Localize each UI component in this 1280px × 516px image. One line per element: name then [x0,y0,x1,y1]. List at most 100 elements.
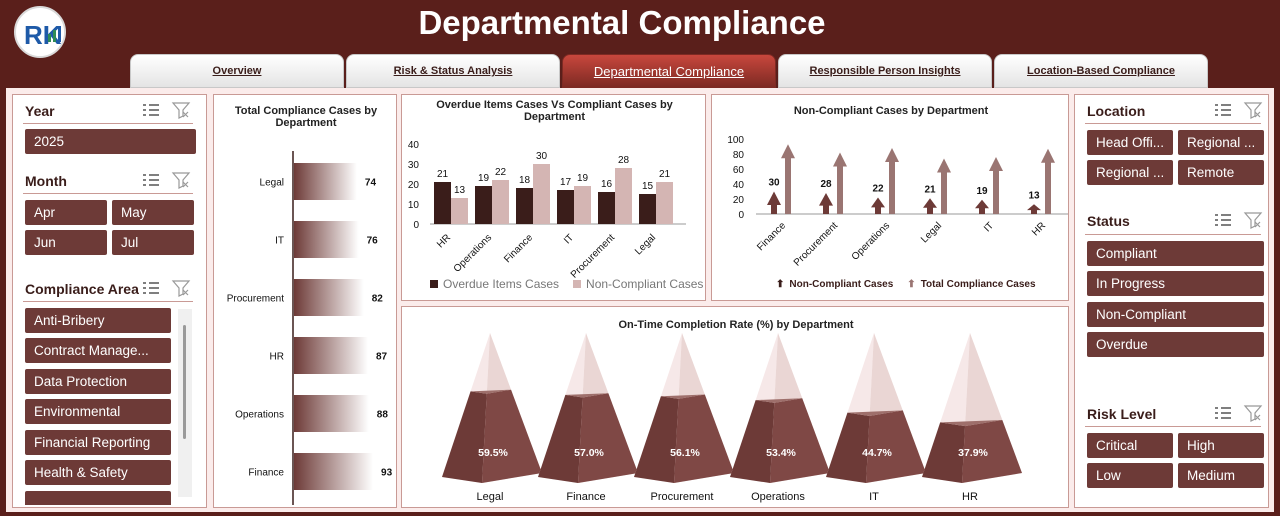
bar [434,182,451,224]
location-item-regional-1[interactable]: Regional ... [1178,130,1264,155]
pyramid-fill-right [674,394,734,483]
pyramid-fill-right [962,419,1022,483]
clear-filter-icon[interactable] [1243,101,1263,119]
pyramid-fill-left [826,412,870,483]
arrow-bar [1041,148,1055,214]
area-item-contract-management[interactable]: Contract Manage... [25,338,171,363]
status-slicer-title: Status [1087,213,1130,229]
bar [557,190,574,224]
month-item-may[interactable]: May [112,200,194,225]
area-item-more[interactable] [25,491,171,505]
chart-title: Overdue Items Cases Vs Compliant Cases b… [436,99,673,123]
data-label: 13 [1028,190,1040,201]
data-label: 44.7% [862,447,892,459]
pyramid-fill-right [482,389,542,483]
chart-legend: ⬆ Non-Compliant Cases ⬆ Total Compliance… [776,279,1036,290]
company-logo: RK [14,6,66,58]
arrow-bar [989,157,1003,214]
category-label: IT [562,232,576,246]
location-item-regional-2[interactable]: Regional ... [1087,160,1173,185]
bar [294,395,369,432]
bar [533,164,550,224]
bar [656,182,673,224]
multi-select-icon[interactable] [1213,101,1233,119]
month-item-jun[interactable]: Jun [25,230,107,255]
status-item-in-progress[interactable]: In Progress [1087,271,1264,296]
bar [294,453,374,490]
legend-label: Total Compliance Cases [920,279,1036,290]
location-slicer-title: Location [1087,103,1146,119]
year-slicer-tools [141,101,191,119]
risk-item-high[interactable]: High [1178,433,1264,458]
multi-select-icon[interactable] [1213,404,1233,422]
data-label: 21 [437,169,449,180]
month-item-jul[interactable]: Jul [112,230,194,255]
location-item-remote[interactable]: Remote [1178,160,1264,185]
data-label: 30 [536,151,548,162]
month-item-apr[interactable]: Apr [25,200,107,225]
arrow-bar [819,193,833,214]
risk-item-critical[interactable]: Critical [1087,433,1173,458]
y-tick-label: 80 [733,150,745,161]
compliance-area-scrollbar[interactable] [178,309,192,497]
clear-filter-icon[interactable] [1243,404,1263,422]
tab-responsible-person-insights[interactable]: Responsible Person Insights [778,54,992,88]
total-cases-bar-chart: Legal 74 IT 76 Procurement 82 HR 87 Operations 88… [227,151,393,505]
category-label: Legal [633,232,658,257]
area-item-data-protection[interactable]: Data Protection [25,369,171,394]
legend-swatch [573,280,582,288]
data-label: 87 [376,352,388,363]
multi-select-icon[interactable] [1213,211,1233,229]
scrollbar-thumb[interactable] [183,325,186,439]
status-item-non-compliant[interactable]: Non-Compliant [1087,302,1264,327]
divider [1085,123,1261,124]
status-item-compliant[interactable]: Compliant [1087,241,1264,266]
year-item-2025[interactable]: 2025 [25,129,196,154]
risk-item-medium[interactable]: Medium [1178,463,1264,488]
area-item-health-safety[interactable]: Health & Safety [25,460,171,485]
dashboard-body: Year 2025 Month Apr May Jun Jul Complian… [6,88,1274,512]
data-label: 56.1% [670,447,700,459]
bar [516,188,533,224]
multi-select-icon[interactable] [141,171,161,189]
tab-location-based-compliance[interactable]: Location-Based Compliance [994,54,1208,88]
clear-filter-icon[interactable] [171,101,191,119]
category-label: HR [435,232,453,250]
chart-title: Non-Compliant Cases by Department [793,105,989,117]
category-label: Legal [260,178,284,189]
category-label: Procurement [792,220,840,268]
arrow-bar [937,158,951,214]
bar [294,221,359,258]
tab-risk-status-analysis[interactable]: Risk & Status Analysis [346,54,560,88]
risk-item-low[interactable]: Low [1087,463,1173,488]
location-slicer-tools [1213,101,1263,119]
category-label: IT [869,491,879,503]
arrow-up-icon: ⬆ [907,279,916,290]
pyramid-fill-right [578,393,638,483]
compliance-area-slicer-tools [141,279,191,297]
pyramid-fill-top [755,398,803,403]
status-item-overdue[interactable]: Overdue [1087,332,1264,357]
category-label: Operations [452,232,494,274]
data-label: 57.0% [574,447,604,459]
divider [23,301,193,302]
risk-level-slicer-title: Risk Level [1087,406,1157,422]
location-item-head-office[interactable]: Head Offi... [1087,130,1173,155]
clear-filter-icon[interactable] [1243,211,1263,229]
area-item-environmental[interactable]: Environmental [25,399,171,424]
data-label: 28 [618,155,630,166]
y-tick-label: 0 [413,220,419,231]
area-item-financial-reporting[interactable]: Financial Reporting [25,430,171,455]
area-item-anti-bribery[interactable]: Anti-Bribery [25,308,171,333]
data-label: 15 [642,181,654,192]
bar [492,180,509,224]
tab-departmental-compliance[interactable]: Departmental Compliance [562,54,776,88]
data-label: 19 [478,173,490,184]
tab-overview[interactable]: Overview [130,54,344,88]
clear-filter-icon[interactable] [171,171,191,189]
data-label: 13 [454,185,466,196]
chart-legend: Overdue Items Cases Non-Compliant Cases [430,277,703,291]
multi-select-icon[interactable] [141,101,161,119]
multi-select-icon[interactable] [141,279,161,297]
clear-filter-icon[interactable] [171,279,191,297]
